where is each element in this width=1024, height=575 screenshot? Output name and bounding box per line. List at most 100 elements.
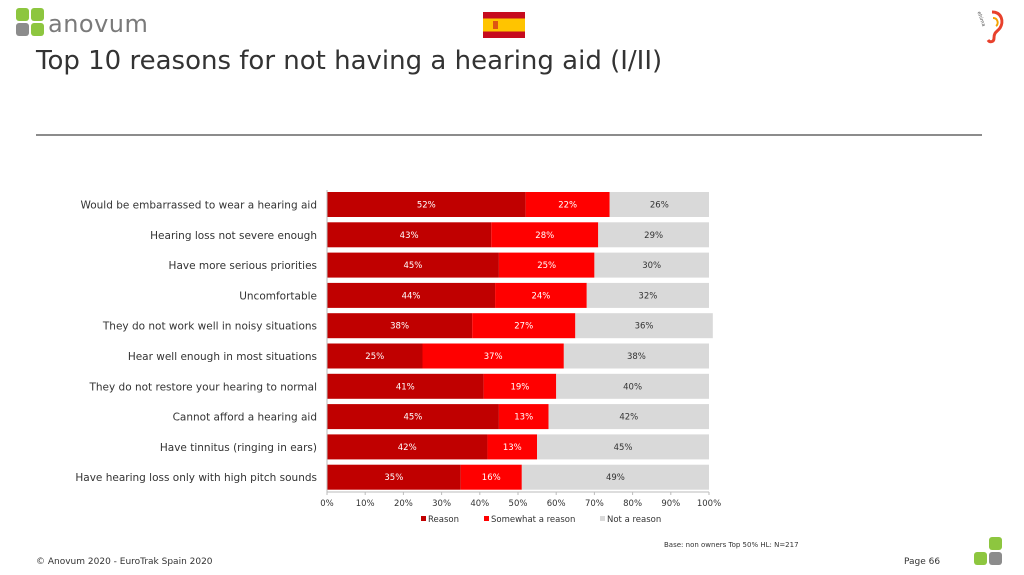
- bar-segment: [327, 252, 499, 278]
- x-tick-label: 0%: [320, 499, 334, 509]
- x-tick-label: 70%: [585, 499, 604, 509]
- data-label: 28%: [535, 231, 554, 241]
- bar-segment: [609, 192, 709, 217]
- bar-segment: [556, 373, 709, 399]
- svg-text:ehima: ehima: [975, 11, 986, 28]
- category-label: Have tinnitus (ringing in ears): [160, 442, 317, 454]
- legend-label: Somewhat a reason: [491, 515, 575, 525]
- category-label: Uncomfortable: [239, 290, 317, 302]
- data-label: 45%: [614, 443, 633, 453]
- bar-segment: [422, 343, 564, 369]
- x-tick-label: 10%: [356, 499, 375, 509]
- x-tick-label: 60%: [547, 499, 566, 509]
- legend-swatch: [484, 516, 489, 521]
- category-label: Hear well enough in most situations: [128, 351, 317, 363]
- bar-segment: [525, 192, 610, 217]
- data-label: 38%: [390, 322, 409, 332]
- category-label: Hearing loss not severe enough: [150, 230, 317, 242]
- legend-swatch: [421, 516, 426, 521]
- bar-segment: [598, 222, 709, 248]
- category-label: Have more serious priorities: [169, 260, 317, 272]
- data-label: 35%: [384, 473, 403, 483]
- data-label: 37%: [484, 352, 503, 362]
- data-label: 42%: [398, 443, 417, 453]
- data-label: 40%: [623, 382, 642, 392]
- legend-label: Not a reason: [607, 515, 661, 525]
- bar-segment: [498, 252, 595, 278]
- corner-logo-squares-icon: [974, 537, 1004, 567]
- data-label: 45%: [403, 413, 422, 423]
- ehima-logo: ehima: [975, 10, 1004, 44]
- x-tick-label: 30%: [432, 499, 451, 509]
- base-note: Base: non owners Top 50% HL: N=217: [664, 541, 799, 549]
- bar-segment: [491, 222, 599, 248]
- bar-segment: [327, 464, 461, 490]
- data-label: 26%: [650, 201, 669, 211]
- bar-segment: [483, 373, 557, 399]
- data-label: 52%: [417, 201, 436, 211]
- bar-segment: [327, 222, 492, 248]
- bar-segment: [521, 464, 709, 490]
- bar-segment: [327, 404, 499, 430]
- bar-segment: [327, 192, 526, 217]
- data-label: 13%: [514, 413, 533, 423]
- x-tick-label: 100%: [697, 499, 721, 509]
- spain-flag-icon: [483, 12, 525, 38]
- logo-text: anovum: [48, 10, 149, 38]
- bar-segment: [548, 404, 709, 430]
- page-number: Page 66: [904, 557, 941, 567]
- data-label: 49%: [606, 473, 625, 483]
- bar-segment: [495, 282, 587, 308]
- bar-segment: [586, 282, 709, 308]
- data-label: 27%: [514, 322, 533, 332]
- data-label: 36%: [635, 322, 654, 332]
- category-label: Would be embarrassed to wear a hearing a…: [80, 200, 317, 212]
- bar-segment: [472, 313, 576, 339]
- data-label: 13%: [503, 443, 522, 453]
- bar-segment: [487, 434, 538, 460]
- legend-swatch: [600, 516, 605, 521]
- page-title: Top 10 reasons for not having a hearing …: [36, 46, 663, 76]
- data-label: 38%: [627, 352, 646, 362]
- data-label: 43%: [400, 231, 419, 241]
- title-divider: [36, 134, 982, 136]
- data-label: 24%: [531, 291, 550, 301]
- bar-segment: [563, 343, 709, 369]
- data-label: 19%: [510, 382, 529, 392]
- data-label: 25%: [365, 352, 384, 362]
- stacked-bar-chart: Would be embarrassed to wear a hearing a…: [75, 190, 721, 525]
- bar-segment: [537, 434, 709, 460]
- anovum-logo: anovum: [16, 8, 148, 42]
- x-tick-label: 50%: [509, 499, 528, 509]
- data-label: 25%: [537, 261, 556, 271]
- data-label: 42%: [619, 413, 638, 423]
- data-label: 29%: [644, 231, 663, 241]
- bar-segment: [327, 434, 488, 460]
- x-tick-label: 20%: [394, 499, 413, 509]
- x-tick-label: 80%: [623, 499, 642, 509]
- data-label: 22%: [558, 201, 577, 211]
- data-label: 44%: [402, 291, 421, 301]
- category-label: They do not restore your hearing to norm…: [88, 381, 317, 393]
- category-label: Cannot afford a hearing aid: [173, 412, 317, 424]
- category-label: Have hearing loss only with high pitch s…: [75, 472, 317, 484]
- category-label: They do not work well in noisy situation…: [102, 321, 317, 333]
- x-tick-label: 90%: [661, 499, 680, 509]
- data-label: 32%: [638, 291, 657, 301]
- bar-segment: [460, 464, 522, 490]
- bar-segment: [327, 313, 473, 339]
- logo-squares-icon: [16, 8, 46, 38]
- x-tick-label: 40%: [470, 499, 489, 509]
- data-label: 45%: [403, 261, 422, 271]
- data-label: 41%: [396, 382, 415, 392]
- bar-segment: [498, 404, 549, 430]
- data-label: 16%: [482, 473, 501, 483]
- legend-label: Reason: [428, 515, 459, 525]
- copyright-text: © Anovum 2020 - EuroTrak Spain 2020: [36, 557, 213, 567]
- bar-segment: [327, 343, 423, 369]
- bar-segment: [575, 313, 713, 339]
- data-label: 30%: [642, 261, 661, 271]
- bar-segment: [594, 252, 709, 278]
- bar-segment: [327, 282, 496, 308]
- bar-segment: [327, 373, 484, 399]
